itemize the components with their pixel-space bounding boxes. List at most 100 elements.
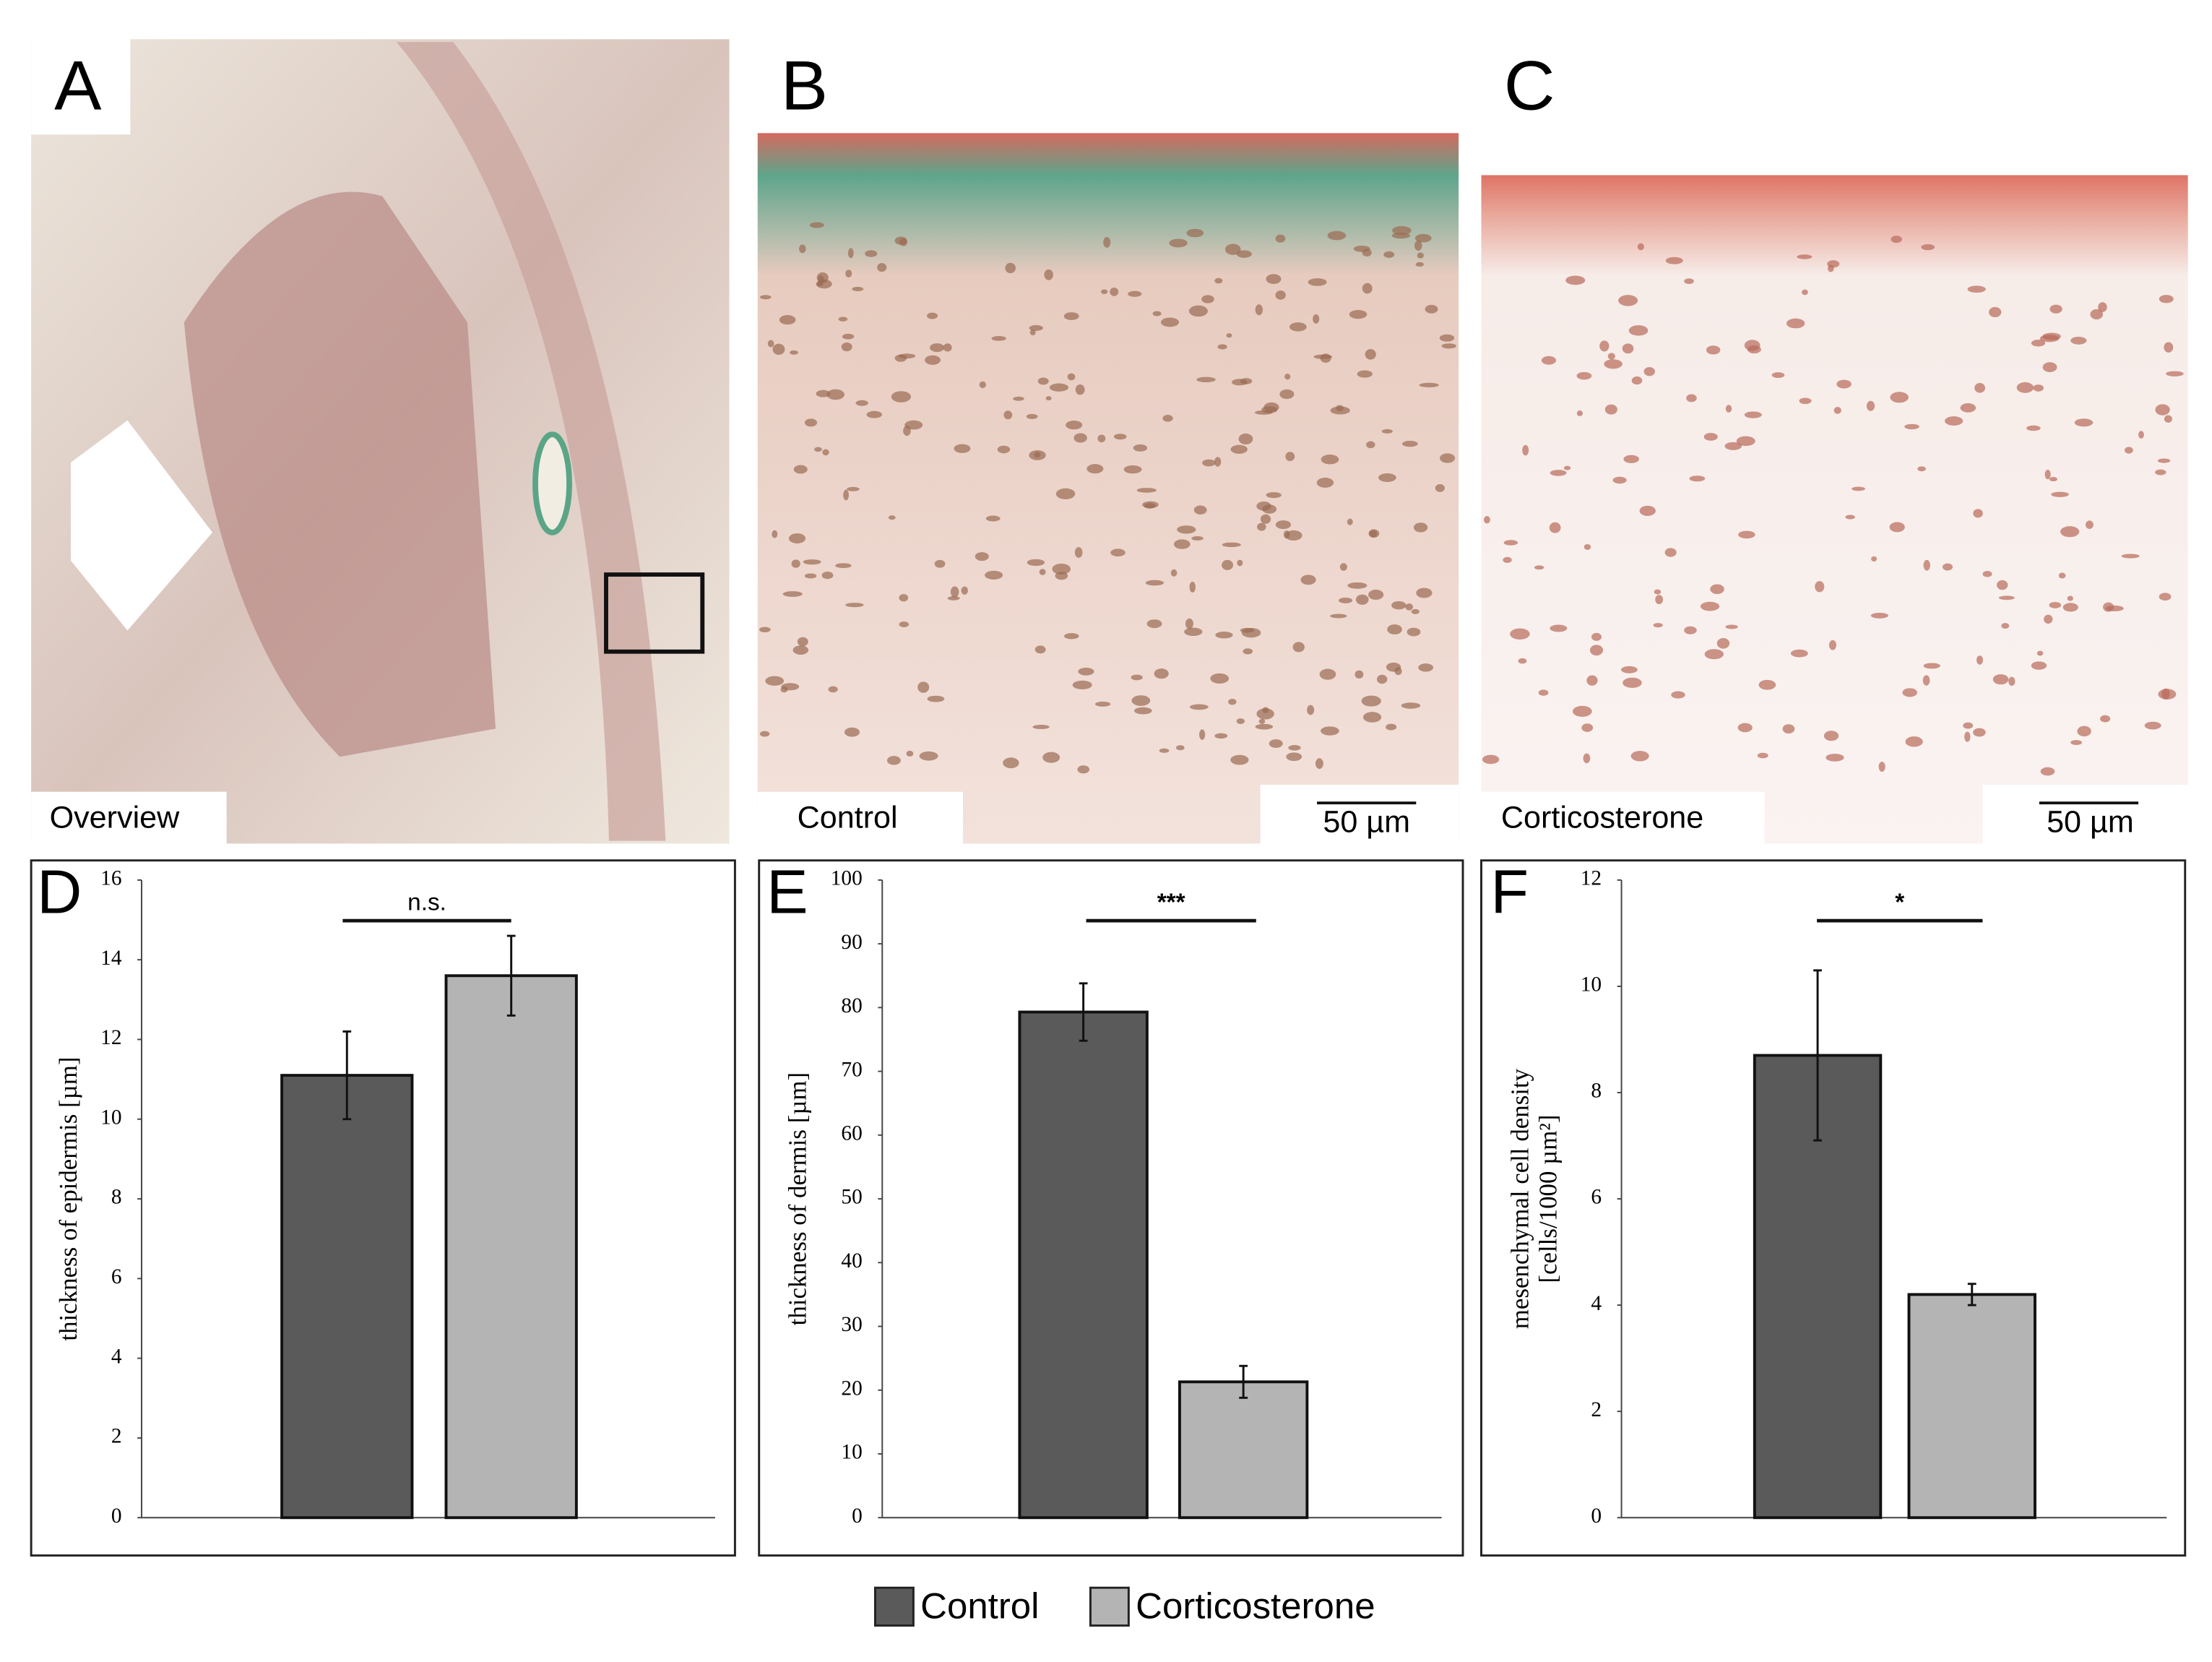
cell [2100,715,2111,723]
cell [1716,638,1730,649]
cell [1815,581,1825,593]
cell [985,515,1001,522]
cell [919,751,938,761]
cell [1782,724,1795,734]
y-tick-label: 10 [100,1106,121,1129]
cell [1101,289,1108,294]
cell [1355,670,1364,679]
cell [1686,394,1697,402]
cell [1193,505,1207,514]
cell [1170,569,1178,577]
cell [2138,431,2144,439]
cell [1435,483,1445,492]
vessel [532,431,572,535]
zoom-box [604,572,705,654]
cell [2067,595,2073,601]
cell [1131,674,1143,681]
cell [1974,383,1986,393]
cell [1275,290,1286,300]
cell [1976,655,1984,665]
cell [1044,269,1053,280]
cell [1256,708,1274,720]
cell [1381,429,1393,434]
cell [1744,340,1760,351]
cell [1823,731,1839,741]
cell [1643,366,1655,376]
cell [1982,571,1992,577]
cell [1133,444,1148,452]
cell [877,263,887,272]
cell [1217,344,1227,350]
cell [1160,317,1180,327]
cell [1992,674,2009,685]
chart-frame [758,859,1464,1557]
cell [1214,277,1223,284]
cell [1737,723,1753,733]
cell [1620,666,1638,673]
bar [1907,1293,2036,1520]
cell [1189,704,1209,710]
cell [1758,679,1776,690]
cell [1275,234,1286,243]
cell [1255,723,1274,730]
cell [814,447,822,452]
cell [1355,594,1369,605]
cell [2155,404,2170,416]
cell [772,343,785,356]
cell [1279,389,1295,400]
panel-letter: C [1504,46,1555,124]
cell [1045,396,1052,401]
scale-bg [1260,785,1459,844]
bar [444,974,578,1520]
cell [759,627,771,633]
cell [1439,334,1455,342]
bar [1018,1010,1149,1520]
cell [1238,433,1253,445]
cell [1159,748,1170,753]
micrograph-corticosterone [1481,175,2188,844]
y-axis-label: thickness of epidermis [µm] [54,1056,82,1340]
cell [1103,236,1111,248]
cell [1891,236,1902,244]
cell [1185,618,1193,629]
cell [1202,459,1216,467]
cell [842,333,855,340]
cell [790,350,798,355]
y-tick-label: 60 [841,1122,862,1145]
cell [1664,548,1677,557]
cell [1258,718,1266,724]
cell [1833,407,1841,414]
cell [1284,530,1302,541]
y-tick-label: 10 [1581,973,1602,996]
y-tick-label: 70 [841,1058,862,1081]
cell [1576,410,1583,416]
cell [1032,725,1050,729]
y-tick-label: 6 [1591,1186,1602,1209]
y-tick-label: 80 [841,994,862,1017]
cell [1549,522,1561,533]
cell [1684,278,1694,284]
y-tick-label: 10 [841,1441,862,1464]
cell [1591,632,1602,641]
cell [1027,559,1045,567]
cell [1077,765,1090,774]
cell [1292,642,1305,653]
cell [835,563,852,569]
y-tick-label: 50 [841,1186,862,1209]
cell [1923,663,1940,669]
cell [979,381,986,389]
cell [1074,547,1083,558]
caption-bg [1481,791,1765,844]
cell [1230,444,1248,454]
y-tick-label: 2 [1591,1398,1602,1421]
cell [1386,723,1397,731]
cell [1706,345,1721,355]
cell [1757,752,1768,759]
cell [1402,441,1418,447]
cell [1612,476,1627,484]
cell [1136,488,1157,493]
cell [1771,372,1785,379]
cell [1563,465,1571,470]
cell [1073,433,1087,443]
cell [1414,240,1422,251]
